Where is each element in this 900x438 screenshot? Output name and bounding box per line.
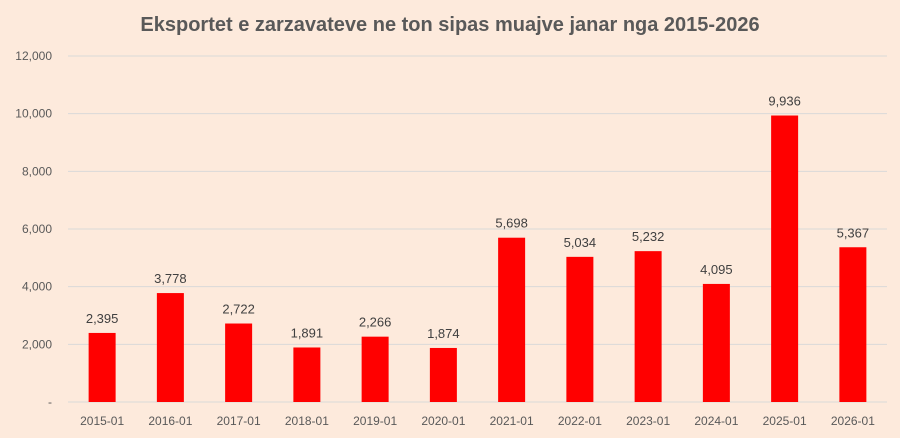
gridlines — [68, 55, 887, 403]
x-tick-label: 2025-01 — [763, 414, 807, 428]
data-labels: 2,395 3,778 2,722 1,891 2,266 1,874 5,698 5,034… — [86, 94, 869, 341]
x-tick-label: 2015-01 — [80, 414, 124, 428]
data-label: 3,778 — [154, 271, 187, 286]
bar — [839, 247, 867, 402]
bar — [429, 347, 457, 402]
bar — [702, 283, 730, 402]
bar — [634, 251, 662, 402]
data-label: 2,722 — [222, 302, 255, 317]
x-tick-label: 2018-01 — [285, 414, 329, 428]
bar — [225, 323, 253, 402]
x-tick-label: 2020-01 — [421, 414, 465, 428]
y-tick-label: 10,000 — [15, 107, 52, 121]
data-label: 1,891 — [291, 325, 324, 340]
x-tick-label: 2017-01 — [217, 414, 261, 428]
chart-title: Eksportet e zarzavateve ne ton sipas mua… — [140, 14, 759, 36]
data-label: 4,095 — [700, 262, 733, 277]
y-tick-label: 6,000 — [22, 222, 52, 236]
bar — [771, 115, 799, 403]
bar — [156, 293, 184, 402]
bar — [88, 332, 116, 402]
data-label: 1,874 — [427, 326, 460, 341]
y-tick-label: 4,000 — [22, 280, 52, 294]
y-axis: - 2,000 4,000 6,000 8,000 10,000 12,000 — [15, 49, 52, 409]
x-tick-label: 2024-01 — [694, 414, 738, 428]
x-axis: 2015-01 2016-01 2017-01 2018-01 2019-01 2020-… — [80, 414, 875, 428]
x-tick-label: 2026-01 — [831, 414, 875, 428]
data-label: 5,034 — [564, 235, 597, 250]
data-label: 5,367 — [837, 225, 870, 240]
data-label: 5,232 — [632, 229, 665, 244]
bars — [88, 115, 867, 403]
bar — [293, 347, 321, 402]
x-tick-label: 2023-01 — [626, 414, 670, 428]
x-tick-label: 2021-01 — [490, 414, 534, 428]
data-label: 2,266 — [359, 315, 392, 330]
bar — [566, 256, 594, 402]
y-tick-label: - — [48, 395, 52, 409]
y-tick-label: 2,000 — [22, 337, 52, 351]
y-tick-label: 8,000 — [22, 164, 52, 178]
bar — [361, 336, 389, 402]
x-tick-label: 2016-01 — [148, 414, 192, 428]
data-label: 2,395 — [86, 311, 119, 326]
bar — [498, 237, 526, 402]
data-label: 9,936 — [768, 94, 801, 109]
x-tick-label: 2019-01 — [353, 414, 397, 428]
x-tick-label: 2022-01 — [558, 414, 602, 428]
y-tick-label: 12,000 — [15, 49, 52, 63]
data-label: 5,698 — [495, 216, 528, 231]
